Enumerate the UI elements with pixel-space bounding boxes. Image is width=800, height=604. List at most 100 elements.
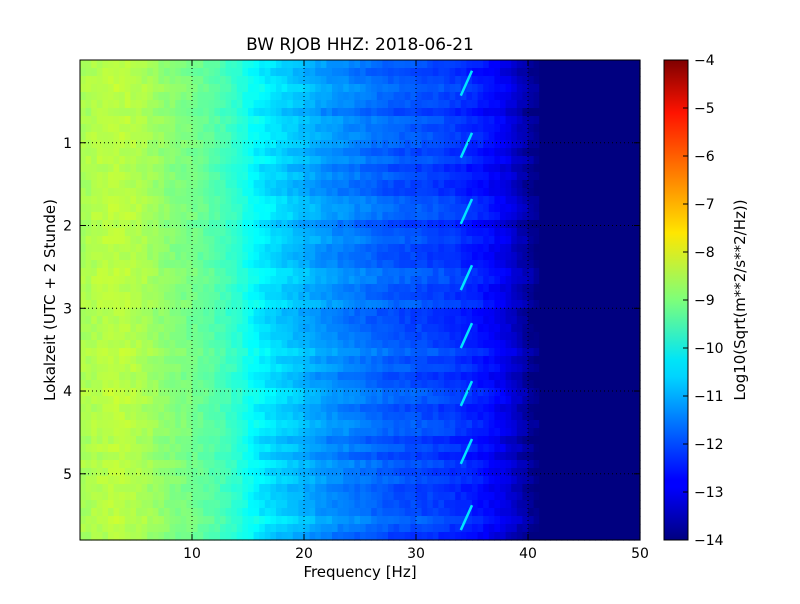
spectrogram-cell	[438, 316, 445, 325]
spectrogram-cell	[136, 204, 143, 213]
spectrogram-cell	[208, 276, 215, 285]
spectrogram-cell	[208, 100, 215, 109]
spectrogram-cell	[264, 316, 271, 325]
spectrogram-cell	[220, 148, 227, 157]
spectrogram-cell	[382, 164, 389, 173]
spectrogram-cell	[197, 76, 204, 85]
spectrogram-cell	[147, 84, 154, 93]
spectrogram-cell	[550, 220, 557, 229]
spectrogram-cell	[410, 220, 417, 229]
spectrogram-cell	[472, 252, 479, 261]
spectrogram-cell	[309, 220, 316, 229]
spectrogram-cell	[365, 84, 372, 93]
spectrogram-cell	[298, 204, 305, 213]
spectrogram-cell	[343, 164, 350, 173]
spectrogram-cell	[91, 348, 98, 357]
spectrogram-cell	[281, 140, 288, 149]
spectrogram-cell	[528, 444, 535, 453]
spectrogram-cell	[270, 260, 277, 269]
spectrogram-cell	[556, 308, 563, 317]
spectrogram-cell	[388, 196, 395, 205]
spectrogram-cell	[634, 196, 641, 205]
spectrogram-cell	[494, 132, 501, 141]
spectrogram-cell	[315, 388, 322, 397]
spectrogram-cell	[220, 140, 227, 149]
spectrogram-cell	[214, 324, 221, 333]
spectrogram-cell	[421, 348, 428, 357]
spectrogram-cell	[416, 68, 423, 77]
spectrogram-cell	[539, 348, 546, 357]
spectrogram-cell	[500, 364, 507, 373]
spectrogram-cell	[119, 100, 126, 109]
spectrogram-cell	[253, 76, 260, 85]
spectrogram-cell	[242, 284, 249, 293]
spectrogram-cell	[388, 436, 395, 445]
spectrogram-cell	[578, 132, 585, 141]
spectrogram-cell	[432, 148, 439, 157]
spectrogram-cell	[130, 316, 137, 325]
spectrogram-cell	[416, 60, 423, 69]
spectrogram-cell	[119, 180, 126, 189]
spectrogram-cell	[584, 420, 591, 429]
spectrogram-cell	[466, 188, 473, 197]
spectrogram-cell	[208, 68, 215, 77]
spectrogram-cell	[556, 356, 563, 365]
spectrogram-cell	[124, 100, 131, 109]
spectrogram-cell	[287, 380, 294, 389]
spectrogram-cell	[488, 276, 495, 285]
spectrogram-cell	[214, 396, 221, 405]
spectrogram-cell	[136, 300, 143, 309]
spectrogram-cell	[326, 340, 333, 349]
spectrogram-cell	[343, 76, 350, 85]
spectrogram-cell	[320, 332, 327, 341]
spectrogram-cell	[113, 100, 120, 109]
spectrogram-cell	[600, 100, 607, 109]
spectrogram-cell	[410, 292, 417, 301]
spectrogram-cell	[175, 364, 182, 373]
spectrogram-cell	[108, 412, 115, 421]
spectrogram-cell	[466, 116, 473, 125]
spectrogram-cell	[628, 220, 635, 229]
spectrogram-cell	[180, 228, 187, 237]
spectrogram-cell	[164, 404, 171, 413]
spectrogram-cell	[337, 348, 344, 357]
spectrogram-cell	[175, 356, 182, 365]
spectrogram-cell	[438, 444, 445, 453]
spectrogram-cell	[488, 284, 495, 293]
spectrogram-cell	[175, 204, 182, 213]
spectrogram-cell	[595, 196, 602, 205]
spectrogram-cell	[354, 324, 361, 333]
spectrogram-cell	[382, 428, 389, 437]
spectrogram-cell	[483, 268, 490, 277]
spectrogram-cell	[550, 108, 557, 117]
spectrogram-cell	[382, 228, 389, 237]
spectrogram-cell	[455, 164, 462, 173]
spectrogram-cell	[220, 100, 227, 109]
spectrogram-cell	[158, 412, 165, 421]
spectrogram-cell	[628, 388, 635, 397]
spectrogram-cell	[416, 148, 423, 157]
spectrogram-cell	[617, 388, 624, 397]
spectrogram-cell	[208, 180, 215, 189]
spectrogram-cell	[113, 404, 120, 413]
spectrogram-cell	[556, 252, 563, 261]
spectrogram-cell	[197, 412, 204, 421]
spectrogram-cell	[628, 276, 635, 285]
spectrogram-cell	[533, 356, 540, 365]
spectrogram-cell	[511, 156, 518, 165]
spectrogram-cell	[533, 340, 540, 349]
spectrogram-cell	[455, 124, 462, 133]
spectrogram-cell	[343, 100, 350, 109]
spectrogram-cell	[416, 132, 423, 141]
spectrogram-cell	[304, 60, 311, 69]
spectrogram-cell	[371, 324, 378, 333]
spectrogram-cell	[556, 172, 563, 181]
spectrogram-cell	[108, 252, 115, 261]
spectrogram-cell	[561, 412, 568, 421]
spectrogram-cell	[102, 428, 109, 437]
spectrogram-cell	[360, 316, 367, 325]
spectrogram-cell	[432, 292, 439, 301]
spectrogram-cell	[315, 100, 322, 109]
spectrogram-cell	[483, 372, 490, 381]
spectrogram-cell	[304, 148, 311, 157]
